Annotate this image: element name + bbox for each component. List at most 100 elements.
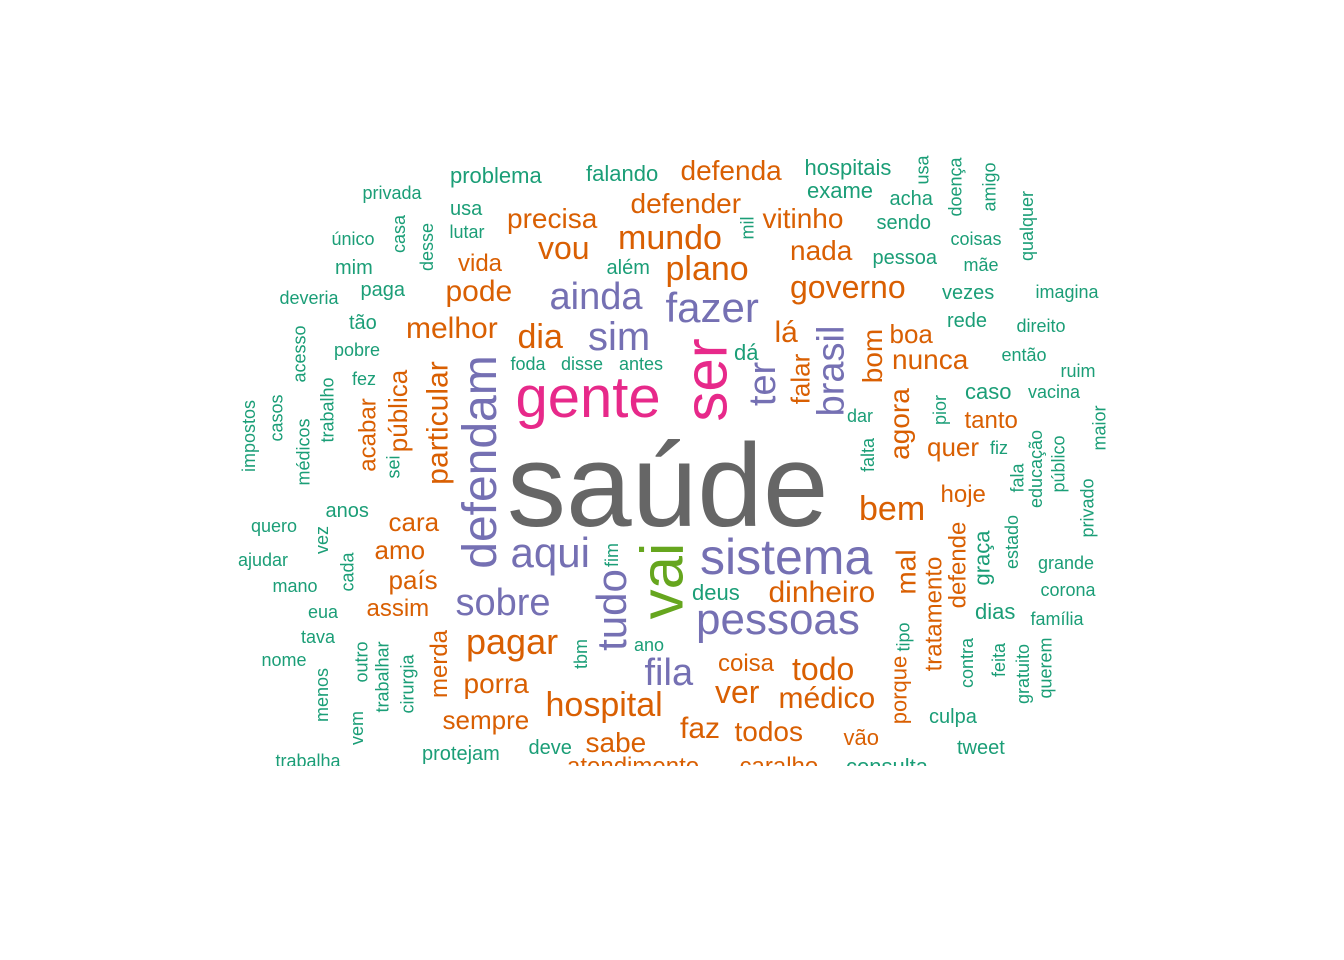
word-vitinho: vitinho	[762, 203, 844, 234]
word-mundo: mundo	[618, 219, 722, 257]
word-governo: governo	[790, 269, 906, 305]
word-quer: quer	[927, 432, 980, 462]
word-imagina: imagina	[1035, 282, 1099, 302]
word-qualquer: qualquer	[1017, 190, 1038, 262]
word-defenda: defenda	[680, 155, 782, 186]
word-pobre: pobre	[334, 340, 381, 360]
word-antes: antes	[619, 354, 664, 374]
word-plano: plano	[665, 250, 749, 288]
word-todos: todos	[734, 716, 804, 747]
word-sempre: sempre	[442, 705, 530, 735]
word-mil: mil	[737, 216, 757, 240]
word-pior: pior	[930, 394, 951, 426]
word-vezes: vezes	[942, 282, 995, 304]
word-alem: além	[606, 257, 650, 279]
word-quero: quero	[251, 516, 298, 536]
word-bem: bem	[859, 490, 926, 528]
word-privado: privado	[1077, 478, 1098, 538]
word-nunca: nunca	[892, 344, 969, 375]
word-ver: ver	[715, 674, 760, 710]
word-vem: vem	[347, 710, 368, 746]
word-fila: fila	[644, 652, 694, 694]
word-acha: acha	[889, 188, 933, 210]
word-nada: nada	[790, 235, 853, 266]
word-privada: privada	[362, 183, 422, 203]
word-amigo: amigo	[979, 162, 1000, 212]
word-caso: caso	[965, 379, 1012, 404]
word-trabalha: trabalha	[275, 751, 341, 766]
word-defender: defender	[630, 188, 742, 219]
word-faz: faz	[680, 712, 721, 745]
word-outro: outro	[351, 641, 372, 683]
word-pessoa: pessoa	[872, 247, 938, 269]
word-paga: paga	[360, 279, 406, 301]
word-estado: estado	[1002, 514, 1023, 570]
word-nome: nome	[261, 650, 307, 670]
word-vao: vão	[843, 725, 879, 750]
word-gratuito: gratuito	[1013, 643, 1034, 705]
word-porque: porque	[885, 655, 911, 725]
word-tipo: tipo	[893, 622, 914, 652]
word-agora: agora	[883, 388, 915, 460]
word-unico: único	[331, 229, 375, 249]
word-doenca: doença	[945, 157, 966, 217]
word-merda: merda	[426, 629, 454, 699]
word-falar: falar	[784, 353, 815, 405]
word-porra: porra	[463, 668, 529, 699]
word-maior: maior	[1089, 405, 1110, 451]
word-ruim: ruim	[1060, 361, 1096, 381]
word-familia: família	[1030, 609, 1084, 629]
word-assim: assim	[366, 595, 430, 622]
word-pagar: pagar	[466, 621, 559, 662]
word-hoje: hoje	[940, 481, 986, 508]
word-culpa: culpa	[929, 706, 977, 728]
word-fim: fim	[602, 543, 622, 567]
word-tratamento: tratamento	[919, 556, 947, 672]
word-ser: ser	[672, 338, 740, 422]
word-disse: disse	[561, 354, 604, 374]
word-querem: querem	[1035, 637, 1056, 699]
word-ainda: ainda	[549, 276, 643, 318]
word-acabar: acabar	[354, 398, 382, 472]
word-publico: público	[1048, 435, 1069, 493]
word-tava: tava	[301, 627, 336, 647]
word-problema: problema	[450, 163, 542, 188]
word-brasil: brasil	[809, 325, 852, 417]
word-tanto: tanto	[964, 407, 1018, 434]
word-falando: falando	[586, 161, 659, 186]
word-eua: eua	[308, 602, 339, 622]
word-dia: dia	[517, 318, 563, 356]
word-saude: saúde	[507, 420, 829, 552]
word-amo: amo	[374, 535, 426, 565]
word-mal: mal	[890, 549, 922, 595]
word-sabe: sabe	[585, 727, 647, 758]
word-fiz: fiz	[990, 438, 1008, 458]
word-sei: sei	[383, 455, 404, 479]
word-aqui: aqui	[510, 529, 590, 576]
word-ano: ano	[634, 635, 665, 655]
word-hospital: hospital	[545, 686, 663, 724]
word-defendam: defendam	[453, 355, 507, 569]
word-graca: graça	[969, 530, 995, 586]
word-deve: deve	[528, 737, 572, 759]
word-fala: fala	[1007, 463, 1028, 493]
word-caralho: caralho	[740, 755, 819, 767]
word-vida: vida	[458, 250, 503, 277]
word-trabalho: trabalho	[317, 377, 338, 443]
word-vacina: vacina	[1028, 382, 1081, 402]
word-deus: deus	[692, 580, 740, 605]
word-defende: defende	[943, 521, 971, 609]
word-foda: foda	[510, 354, 546, 374]
word-cloud-area: saúde vai ser gente sistema defendam pessoas tu…	[238, 155, 1110, 767]
word-fazer: fazer	[665, 284, 759, 331]
word-cirurgia: cirurgia	[397, 654, 418, 714]
word-mano: mano	[272, 576, 318, 596]
word-casos: casos	[266, 394, 287, 442]
word-anos: anos	[325, 500, 369, 522]
word-sim: sim	[588, 315, 651, 359]
word-vai: vai	[627, 542, 695, 620]
word-precisa: precisa	[507, 203, 598, 234]
word-tao: tão	[349, 312, 377, 334]
word-falta: falta	[858, 437, 879, 473]
